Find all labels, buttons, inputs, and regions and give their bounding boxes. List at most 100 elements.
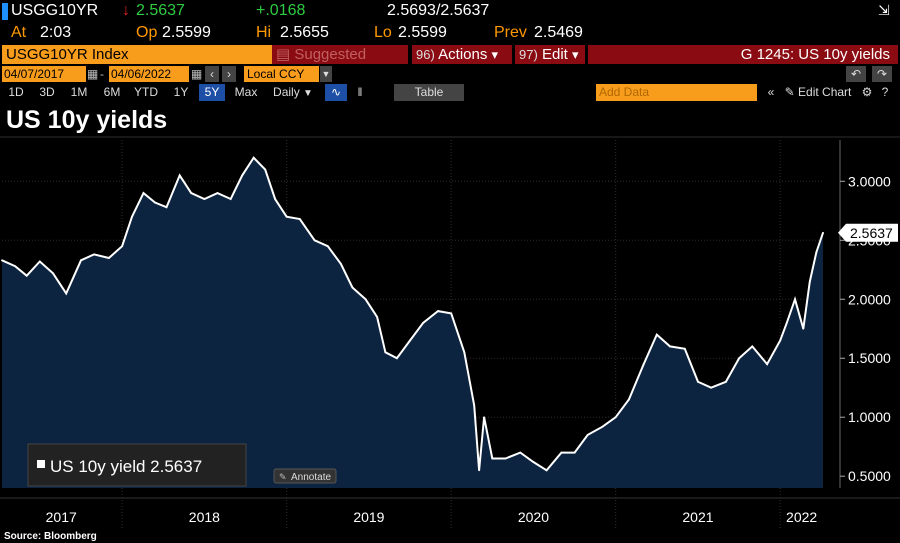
prev-period-button[interactable]: ‹ <box>205 66 219 82</box>
x-axis: 2017 2018 2019 2020 2021 2022 <box>0 497 900 525</box>
redo-icon[interactable]: ↷ <box>872 66 892 82</box>
data-point <box>65 292 68 295</box>
data-point <box>229 198 232 200</box>
data-point <box>504 457 507 460</box>
data-point <box>710 386 713 389</box>
yield-area <box>2 157 823 488</box>
period-5y[interactable]: 5Y <box>199 84 225 101</box>
currency-select[interactable]: Local CCY <box>244 66 319 82</box>
calendar-icon[interactable]: ▦ <box>191 67 203 81</box>
data-point <box>241 174 244 177</box>
edit-label: Edit <box>541 46 568 63</box>
down-arrow-icon: ↓ <box>122 2 130 19</box>
help-icon[interactable]: ? <box>881 85 889 99</box>
quote-row-2: At 2:03 Op 2.5599 Hi 2.5655 Lo 2.5599 Pr… <box>0 22 900 44</box>
data-point <box>655 333 658 336</box>
collapse-icon[interactable]: « <box>767 85 775 99</box>
chevron-down-icon: ▾ <box>572 47 579 62</box>
data-point <box>121 245 124 248</box>
data-point <box>274 198 277 200</box>
data-point <box>108 257 110 259</box>
ticker[interactable]: USGG10YR <box>11 2 99 19</box>
edit-menu[interactable]: 97) Edit ▾ <box>515 45 585 64</box>
x-tick-label: 2017 <box>46 509 77 525</box>
security-field[interactable]: USGG10YR Index <box>2 45 274 64</box>
legend-swatch <box>37 460 45 468</box>
data-point <box>384 351 387 354</box>
period-3d[interactable]: 3D <box>39 85 55 99</box>
data-point <box>52 272 54 275</box>
data-points <box>1 156 824 472</box>
y-tick-label: 2.0000 <box>848 291 891 307</box>
undo-icon[interactable]: ↶ <box>846 66 866 82</box>
data-point <box>285 215 288 218</box>
chart-id-bar: G 1245: US 10y yields <box>588 45 898 64</box>
chevron-down-icon[interactable]: ▼ <box>320 66 332 82</box>
data-point <box>642 363 645 366</box>
x-tick-label: 2020 <box>518 509 549 525</box>
data-point <box>463 351 466 354</box>
data-point <box>203 198 206 200</box>
next-period-button[interactable]: › <box>222 66 236 82</box>
annotate-label: Annotate <box>291 472 331 483</box>
period-ytd[interactable]: YTD <box>134 85 158 99</box>
data-point <box>794 298 796 301</box>
net-change: +.0168 <box>256 2 306 19</box>
legend-label: US 10y yield 2.5637 <box>50 457 202 476</box>
end-date-input[interactable]: 04/06/2022 <box>109 66 189 82</box>
calendar-icon[interactable]: ▦ <box>87 67 99 81</box>
open-value: 2.5599 <box>162 24 211 41</box>
open-label: Op <box>136 24 158 41</box>
last-price-tag <box>838 223 898 242</box>
ticker-marker <box>2 3 8 20</box>
actions-menu[interactable]: 96) Actions ▾ <box>412 45 512 64</box>
y-tick-label: 1.0000 <box>848 409 891 425</box>
period-1d[interactable]: 1D <box>8 85 24 99</box>
last-price-marker: 2.5637 <box>838 223 898 242</box>
at-time: 2:03 <box>40 24 72 41</box>
y-tick-label: 3.0000 <box>848 173 891 189</box>
data-point <box>822 231 824 234</box>
chart-icon: ▤ <box>276 46 291 63</box>
edit-chart-button[interactable]: ✎ Edit Chart <box>782 84 854 101</box>
data-point <box>178 174 181 177</box>
data-point <box>483 416 485 419</box>
prev-value: 2.5469 <box>534 24 583 41</box>
period-6m[interactable]: 6M <box>103 85 121 99</box>
data-point <box>779 339 782 342</box>
data-point <box>298 218 301 220</box>
data-point <box>376 316 379 318</box>
data-point <box>669 345 671 348</box>
table-button[interactable]: Table <box>394 84 464 101</box>
actions-label: Actions <box>438 46 488 63</box>
start-date-input[interactable]: 04/07/2017 <box>2 66 86 82</box>
data-point <box>154 201 156 204</box>
period-1y[interactable]: 1Y <box>173 85 189 99</box>
security-toolbar: USGG10YR Index ▤ Suggested Charts 96) Ac… <box>0 45 900 82</box>
data-point <box>532 461 535 463</box>
x-tick-label: 2019 <box>353 509 384 525</box>
add-data-input[interactable]: Add Data <box>596 84 757 101</box>
period-toolbar: 1D 3D 1M 6M YTD 1Y 5Y Max Daily ▼ ∿ ‖ Ta… <box>0 84 900 101</box>
data-point <box>725 380 727 383</box>
low-label: Lo <box>374 24 392 41</box>
data-point <box>478 469 481 472</box>
bar-chart-icon[interactable]: ‖ <box>357 85 363 99</box>
period-1m[interactable]: 1M <box>70 85 88 99</box>
data-point <box>697 380 699 383</box>
annotate-button[interactable] <box>273 468 337 484</box>
expand-icon[interactable]: ⇲ <box>878 2 890 18</box>
chevron-down-icon: ▼ <box>303 88 313 99</box>
line-chart-icon[interactable]: ∿ <box>325 84 347 101</box>
data-point <box>738 357 740 360</box>
gear-icon[interactable]: ⚙ <box>861 85 873 99</box>
low-value: 2.5599 <box>398 24 447 41</box>
frequency-select[interactable]: Daily ▼ <box>266 84 320 101</box>
data-point <box>14 265 17 268</box>
edit-chart-label: Edit Chart <box>798 85 852 99</box>
data-point <box>313 239 316 242</box>
period-max[interactable]: Max <box>234 85 258 99</box>
data-point <box>683 347 686 350</box>
data-point <box>395 357 398 360</box>
